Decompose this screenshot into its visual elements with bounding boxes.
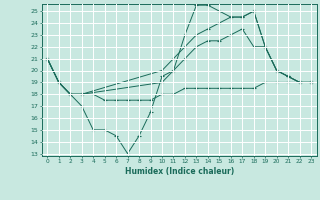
X-axis label: Humidex (Indice chaleur): Humidex (Indice chaleur) xyxy=(124,167,234,176)
